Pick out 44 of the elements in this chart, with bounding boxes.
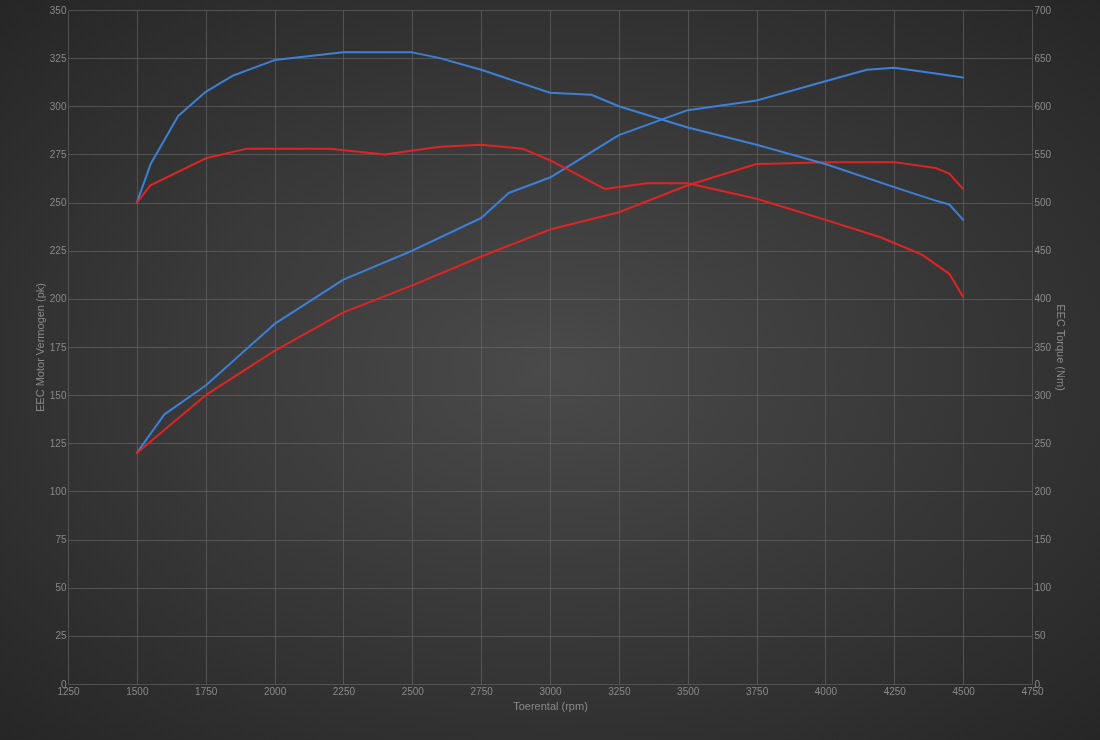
y2-tick-label: 200	[1034, 485, 1052, 497]
y2-tick-label: 650	[1034, 52, 1052, 64]
x-tick-label: 2750	[470, 685, 494, 697]
x-tick-label: 1750	[195, 685, 218, 697]
y-tick-label: 200	[49, 293, 67, 305]
y2-tick-label: 150	[1034, 534, 1052, 546]
y-tick-label: 100	[49, 485, 67, 497]
y-tick-label: 75	[55, 534, 67, 546]
x-tick-label: 1500	[126, 685, 149, 697]
y2-tick-label: 350	[1034, 341, 1052, 353]
x-tick-label: 4500	[952, 685, 976, 697]
x-tick-label: 4000	[814, 685, 838, 697]
y2-tick-label: 100	[1034, 582, 1052, 594]
x-tick-label: 3500	[677, 685, 700, 697]
y-tick-label: 50	[55, 582, 67, 594]
y2-tick-label: 550	[1034, 148, 1052, 160]
y-tick-label: 150	[49, 389, 67, 401]
x-tick-label: 2500	[401, 685, 425, 697]
y-tick-label: 125	[49, 437, 67, 449]
x-tick-label: 4250	[883, 685, 907, 697]
y2-tick-label: 700	[1034, 4, 1052, 16]
y-tick-label: 225	[49, 245, 67, 257]
x-tick-label: 3250	[608, 685, 631, 697]
y-tick-label: 300	[49, 100, 67, 112]
y-tick-label: 175	[49, 341, 67, 353]
y2-tick-label: 450	[1034, 245, 1052, 257]
y2-tick-label: 250	[1034, 437, 1052, 449]
y2-tick-label: 400	[1034, 293, 1052, 305]
y2-tick-label: 500	[1034, 197, 1052, 209]
x-tick-label: 3750	[745, 685, 769, 697]
y-tick-label: 325	[49, 52, 67, 64]
y-tick-label: 350	[49, 4, 67, 16]
y2-tick-label: 300	[1034, 389, 1052, 401]
y-tick-label: 250	[49, 197, 67, 209]
x-tick-label: 2250	[332, 685, 356, 697]
y2-axis-title: EEC Torque (Nm)	[1055, 304, 1068, 391]
x-axis-title: Toerental (rpm)	[513, 699, 588, 712]
y2-tick-label: 600	[1034, 100, 1052, 112]
x-tick-label: 2000	[263, 685, 287, 697]
y-tick-label: 25	[55, 630, 67, 642]
y-axis-title: EEC Motor Vermogen (pk)	[33, 283, 46, 412]
x-tick-label: 3000	[539, 685, 563, 697]
y2-tick-label: 50	[1034, 630, 1047, 642]
y-tick-label: 275	[49, 148, 67, 160]
